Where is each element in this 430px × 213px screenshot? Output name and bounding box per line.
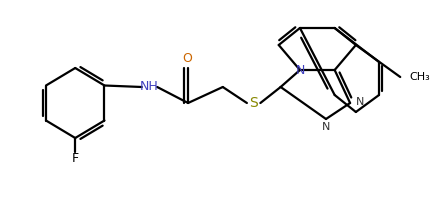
Text: CH₃: CH₃ (408, 72, 429, 82)
Text: N: N (355, 97, 363, 107)
Text: F: F (71, 153, 79, 166)
Text: N: N (321, 122, 329, 132)
Text: N: N (295, 65, 304, 78)
Text: S: S (249, 96, 258, 110)
Text: NH: NH (140, 81, 159, 94)
Text: O: O (182, 52, 192, 65)
